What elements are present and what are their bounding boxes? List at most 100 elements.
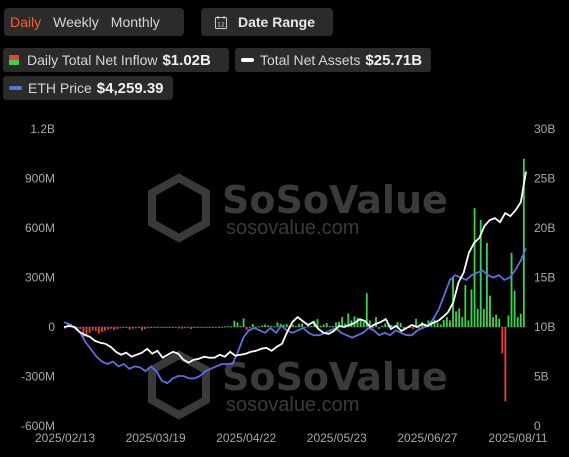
inflow-bar (341, 317, 344, 327)
inflow-bar (67, 323, 69, 327)
inflow-bar (174, 327, 177, 328)
assets-line (63, 171, 527, 364)
inflow-bar (211, 327, 214, 328)
inflow-bar (436, 322, 439, 328)
legend-assets[interactable]: Total Net Assets $25.71B (235, 48, 431, 72)
inflow-bar (476, 308, 479, 327)
inflow-bar (449, 320, 451, 327)
x-tick-label: 2025/02/13 (35, 431, 95, 445)
inflow-bar (282, 324, 285, 327)
inflow-bar (390, 325, 393, 327)
inflow-bar (516, 317, 519, 327)
inflow-bar (285, 324, 288, 327)
inflow-bar (177, 327, 180, 329)
inflow-bar (338, 321, 340, 327)
legend-price-value: $4,259.39 (96, 79, 164, 97)
inflow-bar (245, 327, 248, 331)
inflow-bar (319, 325, 322, 327)
x-tick-label: 2025/08/11 (488, 431, 547, 445)
tab-monthly[interactable]: Monthly (110, 14, 160, 30)
x-tick-label: 2025/04/22 (216, 431, 276, 445)
inflow-bar (270, 326, 273, 328)
inflow-bar (233, 320, 236, 327)
watermark-brand: SoSoValue (222, 178, 448, 222)
y-left-tick-label: -300M (21, 370, 55, 384)
inflow-bar (522, 158, 525, 327)
inflow-bar (412, 327, 414, 329)
inflow-bar (76, 327, 79, 330)
y-left-tick-label: 0 (48, 320, 55, 334)
inflow-bar (325, 323, 328, 327)
inflow-bar (353, 316, 356, 327)
y-right-tick-label: 30B (534, 122, 555, 136)
inflow-bar (347, 313, 350, 327)
inflow-bar (184, 327, 186, 328)
y-right-tick-label: 5B (534, 370, 549, 384)
assets-swatch-icon (241, 58, 254, 62)
inflow-bar (387, 325, 390, 327)
legend-inflow-label: Daily Total Net Inflow (27, 52, 158, 68)
inflow-bar (513, 290, 516, 327)
tab-weekly[interactable]: Weekly (53, 14, 99, 30)
inflow-bar (381, 325, 384, 327)
inflow-bar (193, 327, 196, 328)
inflow-bar (104, 327, 106, 331)
inflow-bar (402, 327, 405, 329)
inflow-bar (107, 327, 109, 330)
inflow-bar (165, 327, 168, 328)
inflow-bar (181, 327, 183, 329)
inflow-bar (196, 327, 199, 328)
watermark-url: sosovalue.com (226, 217, 359, 239)
inflow-bar (261, 325, 263, 327)
tab-daily[interactable]: Daily (10, 14, 42, 30)
inflow-bar (79, 327, 82, 329)
inflow-bar (159, 327, 162, 328)
inflow-bar (214, 327, 217, 328)
inflow-bar (396, 322, 399, 327)
inflow-bar (479, 219, 482, 327)
inflow-bar (119, 327, 122, 329)
inflow-bar (248, 327, 251, 329)
inflow-bar (455, 311, 458, 327)
inflow-bar (205, 327, 208, 328)
y-left-tick-label: 1.2B (30, 122, 55, 136)
inflow-bar (64, 327, 66, 329)
date-range-button[interactable]: 12 Date Range (201, 8, 333, 36)
legend-price[interactable]: ETH Price $4,259.39 (3, 76, 173, 100)
inflow-bar (267, 325, 270, 327)
legend-price-label: ETH Price (28, 80, 92, 96)
inflow-bar (110, 327, 113, 329)
inflow-bar (131, 327, 134, 329)
inflow-bar (171, 327, 174, 328)
watermark-url: sosovalue.com (226, 394, 359, 416)
inflow-bar (273, 326, 276, 328)
inflow-bar (378, 327, 381, 329)
legend-inflow[interactable]: Daily Total Net Inflow $1.02B (3, 48, 229, 72)
inflow-bar (464, 284, 467, 327)
inflow-bar (335, 322, 337, 327)
inflow-bar (504, 327, 507, 402)
price-swatch-icon (9, 86, 22, 90)
inflow-bar (218, 327, 220, 328)
inflow-bar (147, 327, 150, 329)
inflow-bar (100, 327, 103, 332)
inflow-bar (433, 319, 436, 327)
inflow-bar (442, 320, 445, 327)
inflow-bar (276, 322, 279, 327)
inflow-bar (254, 327, 257, 328)
inflow-bar (156, 327, 159, 328)
y-right-tick-label: 10B (534, 320, 555, 334)
inflow-bar (301, 323, 304, 327)
x-tick-label: 2025/06/27 (397, 431, 457, 445)
inflow-bar (365, 293, 368, 327)
inflow-bar (208, 327, 211, 328)
legend-assets-label: Total Net Assets (260, 52, 361, 68)
inflow-bar (187, 327, 190, 328)
inflow-bar (322, 324, 325, 327)
inflow-bar (489, 295, 491, 327)
y-right-tick-label: 0 (534, 419, 541, 433)
inflow-bar (501, 327, 504, 354)
inflow-bar (461, 317, 464, 327)
inflow-bar (307, 325, 310, 327)
